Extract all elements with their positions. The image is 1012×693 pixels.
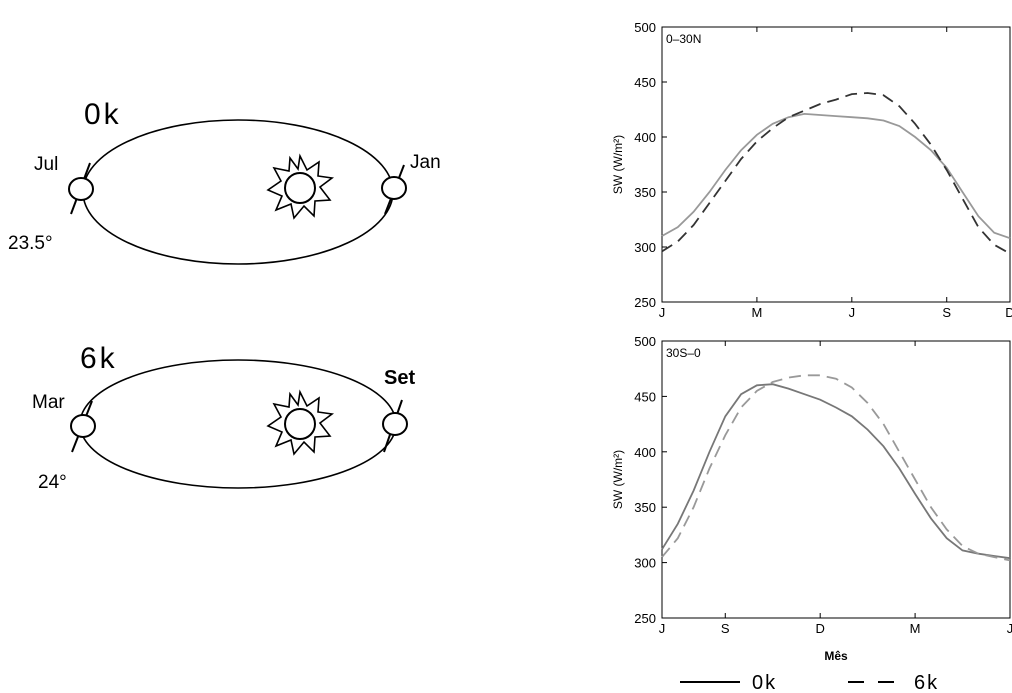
y-tick-label: 350 [634,185,656,200]
y-tick-label: 500 [634,20,656,35]
panel-label: 0–30N [666,32,701,46]
x-tick-label: D [1005,305,1012,320]
era-label-6k: 6k [80,342,118,375]
sun-icon [266,153,335,220]
month-label-mar: Mar [32,392,65,413]
sun-icon [266,389,335,456]
y-axis-label: SW (W/m²) [611,135,625,194]
orbit-diagram: 0k Jul Jan 23.5° 6k Mar Set 24° [8,98,441,493]
series-line-6k [661,92,1011,255]
plot-frame [661,340,1011,619]
x-tick-label: S [942,305,951,320]
earth-icon [70,400,96,453]
y-tick-label: 250 [634,295,656,310]
x-tick-label: J [659,305,666,320]
chart-panel-0-30n: 250 300 350 400 450 500 J M J S D 0–30N SW (W/m²) [611,20,1012,320]
legend-label-6k: 6k [914,672,939,693]
era-label-0k: 0k [84,98,122,131]
y-tick-label: 500 [634,334,656,349]
y-axis-label: SW (W/m²) [611,450,625,509]
x-tick-label: J [1007,621,1012,636]
series-line-0k [661,383,1011,560]
month-label-jan: Jan [410,152,441,173]
y-tick-label: 250 [634,611,656,626]
legend: 0k 6k [680,672,939,693]
x-tick-label: J [849,305,856,320]
tilt-label-bottom: 24° [38,472,67,493]
x-tick-label: D [815,621,824,636]
orbit-6k: 6k Mar Set 24° [32,342,415,493]
x-tick-label: J [659,621,666,636]
series-line-0k [661,112,1011,240]
x-tick-label: S [721,621,730,636]
plot-frame [661,26,1011,303]
earth-icon [68,162,94,215]
month-label-set: Set [384,367,415,389]
series-line-6k [661,374,1011,562]
y-tick-label: 400 [634,130,656,145]
y-tick-label: 450 [634,75,656,90]
x-axis-label: Mês [824,649,848,663]
x-tick-label: M [751,305,762,320]
chart-panel-30s-0: 250 300 350 400 450 500 J S D M J 30S–0 SW (W/m²) Mês [611,334,1012,663]
y-tick-label: 400 [634,445,656,460]
y-tick-label: 350 [634,500,656,515]
earth-icon [381,164,407,215]
month-label-jul: Jul [34,154,58,175]
panel-label: 30S–0 [666,346,701,360]
legend-label-0k: 0k [752,672,777,693]
x-tick-label: M [910,621,921,636]
orbit-0k: 0k Jul Jan 23.5° [8,98,441,265]
tilt-label-top: 23.5° [8,233,53,254]
y-tick-label: 450 [634,389,656,404]
earth-icon [382,399,408,453]
y-tick-label: 300 [634,240,656,255]
y-tick-label: 300 [634,556,656,571]
